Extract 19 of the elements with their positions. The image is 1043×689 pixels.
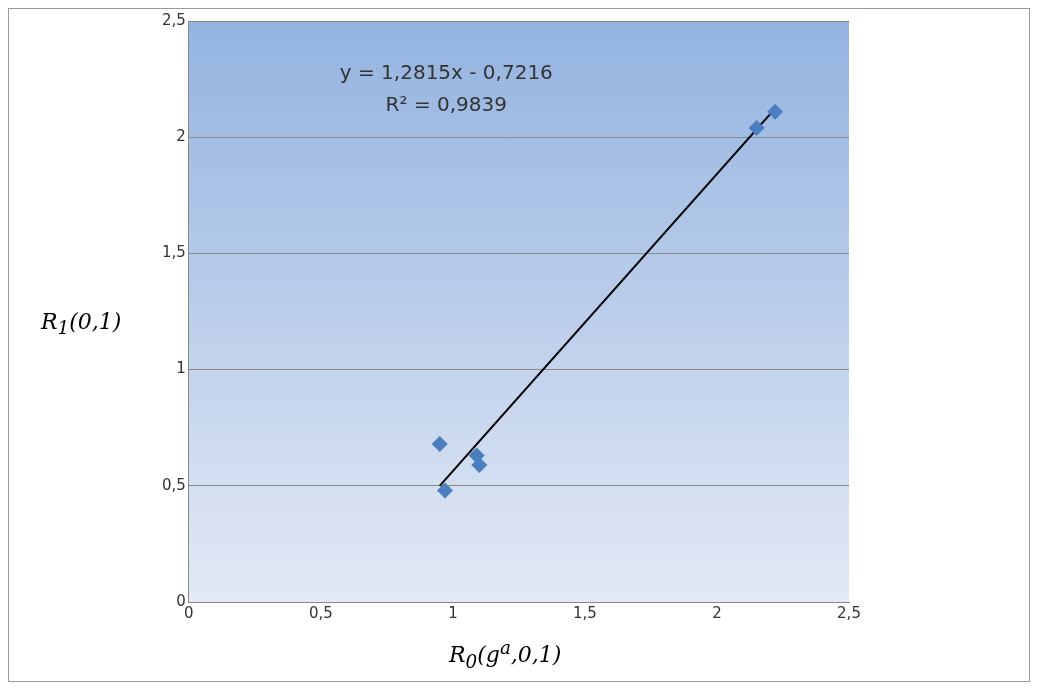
x-tick-label: 2,5 — [837, 603, 861, 622]
annotation: R² = 0,9839 — [385, 92, 507, 116]
x-tick-label: 2 — [712, 603, 722, 622]
y-tick-label: 0 — [176, 591, 186, 610]
x-tick-label: 1,5 — [573, 603, 597, 622]
y-axis-title: R$_{1}$(0,1) — [41, 309, 122, 339]
y-tick-label: 0,5 — [162, 475, 186, 494]
y-tick-label: 1 — [176, 359, 186, 378]
annotation: y = 1,2815x - 0,7216 — [339, 60, 553, 84]
x-axis-title: R$_{0}$(g$^{a}$,0,1) — [449, 637, 562, 672]
x-tick-label: 0,5 — [308, 603, 333, 622]
point — [431, 435, 448, 452]
point — [767, 103, 784, 120]
y-tick-label: 2,5 — [162, 10, 186, 29]
point — [436, 482, 453, 499]
y-tick-label: 2 — [176, 127, 186, 146]
point — [748, 119, 765, 136]
y-tick-label: 1,5 — [162, 243, 186, 262]
x-tick-label: 1 — [448, 603, 458, 622]
